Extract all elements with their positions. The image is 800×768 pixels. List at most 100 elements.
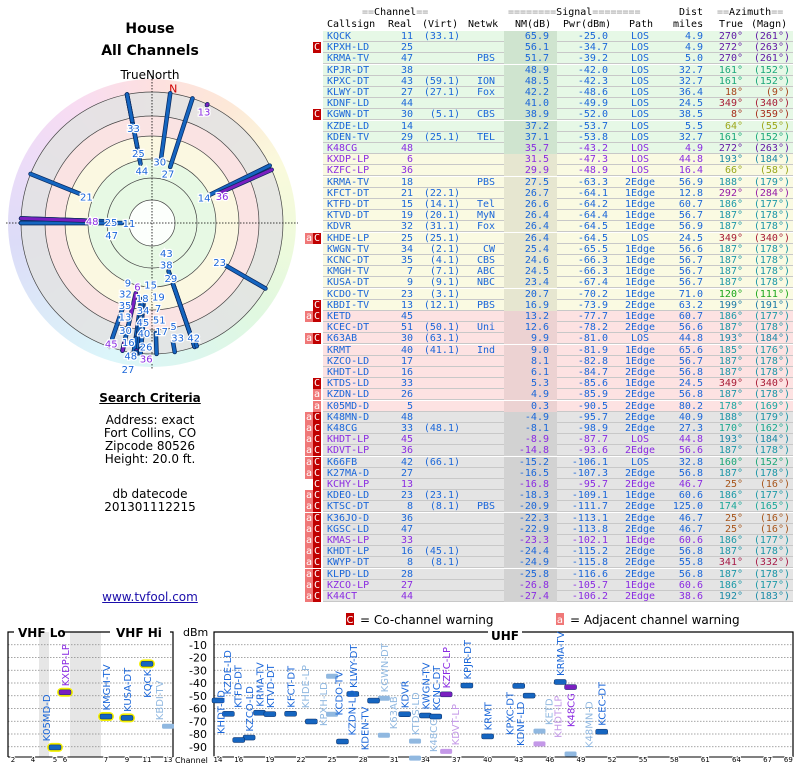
table-row[interactable]: KRMT 40 (41.1) Ind 9.0 -81.9 1Edge 65.6 185° (176… <box>323 344 793 356</box>
table-row[interactable]: K48CG 48 35.7 -43.2 LOS 4.9 272° (263°) <box>323 143 793 154</box>
table-row[interactable]: KZDN-LD 26 4.9 -85.9 2Edge 56.8 187° (178°) <box>323 389 793 401</box>
col-header-nm[interactable]: NM(dB) <box>515 19 552 30</box>
table-row[interactable]: KZFC-LP 36 29.9 -48.9 LOS 16.4 66° (58°) <box>323 165 793 177</box>
table-row[interactable]: KLWY-DT 27 (27.1) Fox 42.2 -48.6 LOS 36.4 18° (9°… <box>323 87 793 98</box>
azimuth-magnetic-cell: (183°) <box>753 591 790 602</box>
station-callsign-label: KHDT-LD <box>217 690 228 734</box>
distance-cell: 71.0 <box>678 288 703 300</box>
col-header-netwk[interactable]: Netwk <box>468 19 499 30</box>
table-row[interactable]: KTFD-DT 15 (14.1) Tel 26.6 -64.2 1Edge 60.7 186°… <box>323 199 793 210</box>
table-row[interactable]: K66FB 42 (66.1) -15.2 -106.1 LOS 32.8 160° (152°… <box>323 456 793 468</box>
noise-margin-cell: 48.5 <box>524 75 549 87</box>
table-row[interactable]: KCNC-DT 35 (4.1) CBS 24.6 -66.3 1Edge 56.7 187° (… <box>323 255 793 266</box>
co-channel-warning-badge: C <box>313 109 321 121</box>
table-row[interactable]: KRMA-TV 18 PBS 27.5 -63.3 2Edge 56.9 188° (179°) <box>323 176 793 188</box>
azimuth-magnetic-cell: (340°) <box>753 378 790 390</box>
path-cell: 1Edge <box>624 199 656 210</box>
path-cell: 2Edge <box>624 445 656 457</box>
table-row[interactable]: KXDP-LP 6 31.5 -47.3 LOS 44.8 193° (184°) <box>323 154 793 166</box>
power-cell: -64.5 <box>577 232 608 244</box>
col-header-callsign[interactable]: Callsign <box>327 19 376 30</box>
table-row[interactable]: KQCK 11 (33.1) 65.9 -25.0 LOS 4.9 270° (261°) <box>323 31 793 42</box>
table-row[interactable]: KWYP-DT 8 (8.1) -24.9 -115.8 2Edge 55.8 341° (33… <box>323 557 793 569</box>
table-row[interactable]: KUSA-DT 9 (9.1) NBC 23.4 -67.4 1Edge 56.7 187° (1… <box>323 277 793 289</box>
table-row[interactable]: KCDO-TV 23 (3.1) 20.7 -70.2 1Edge 71.0 120° (111… <box>323 288 793 300</box>
col-header-path[interactable]: Path <box>629 19 654 30</box>
noise-margin-cell: 24.5 <box>524 266 549 278</box>
distance-cell: 56.8 <box>678 389 703 401</box>
table-row[interactable]: KHDE-LP 25 (25.1) 26.4 -64.5 LOS 24.5 349° (340°… <box>323 232 793 244</box>
table-row[interactable]: KDVT-LP 36 -14.8 -93.6 2Edge 56.6 187° (178°) <box>323 445 793 457</box>
table-row[interactable]: K05MD-D 5 0.3 -90.5 2Edge 80.2 178° (169°) <box>323 400 793 412</box>
col-header-real[interactable]: Real <box>388 19 413 30</box>
table-row[interactable]: K27MA-D 27 -16.5 -107.3 2Edge 56.8 187° (178°) <box>323 467 793 479</box>
tvfool-link[interactable]: www.tvfool.com <box>102 590 198 604</box>
table-row[interactable]: KGWN-DT 30 (5.1) CBS 38.9 -52.0 LOS 38.5 8° (359°… <box>323 109 793 121</box>
table-row[interactable]: KPXH-LD 25 56.1 -34.7 LOS 4.9 272° (263°) <box>323 42 793 54</box>
co-channel-warning-badge: C <box>313 311 321 322</box>
distance-cell: 56.6 <box>678 322 703 334</box>
azimuth-true-cell: 186° <box>718 199 743 210</box>
table-row[interactable]: KGSC-LD 47 -22.9 -113.8 2Edge 46.7 25° (16°) <box>323 523 793 535</box>
table-row[interactable]: KZCO-LD 17 8.1 -82.8 1Edge 56.7 187° (178°) <box>323 355 793 367</box>
table-row[interactable]: K48CG 33 (48.1) -8.1 -98.9 2Edge 27.3 170° (162°… <box>323 423 793 434</box>
table-row[interactable]: KHDT-LP 16 (45.1) -24.4 -115.2 2Edge 56.8 187° (… <box>323 546 793 558</box>
col-header-magn[interactable]: (Magn) <box>751 19 788 30</box>
table-row[interactable]: KTSC-DT 8 (8.1) PBS -20.9 -111.7 2Edge 125.0 174… <box>323 501 793 513</box>
table-row[interactable]: KTDS-LD 33 5.3 -85.6 1Edge 24.5 349° (340°) <box>323 378 793 390</box>
azimuth-magnetic-cell: (152°) <box>753 131 790 143</box>
noise-margin-cell: -22.3 <box>518 512 549 524</box>
table-row[interactable]: KZCO-LP 27 -26.8 -105.7 1Edge 60.6 186° (177°) <box>323 579 793 591</box>
table-row[interactable]: KZDE-LD 14 37.2 -53.7 LOS 5.5 64° (55°) <box>323 120 793 132</box>
table-row[interactable]: KLPD-LD 28 -25.8 -116.6 2Edge 56.8 187° (178°) <box>323 568 793 580</box>
real-channel-cell: 16 <box>400 367 413 378</box>
table-row[interactable]: KDVR 32 (31.1) Fox 26.4 -64.5 1Edge 56.9 187° (17… <box>323 221 793 233</box>
table-row[interactable]: KPJR-DT 38 48.9 -42.0 LOS 32.7 161° (152°) <box>323 64 793 76</box>
table-row[interactable]: KPXC-DT 43 (59.1) ION 48.5 -42.3 LOS 32.7 161° (1… <box>323 75 793 87</box>
channel-tick-label: 43 <box>514 756 523 764</box>
table-row[interactable]: KMAS-LP 33 -23.3 -102.1 1Edge 60.6 186° (177°) <box>323 535 793 546</box>
real-channel-cell: 36 <box>400 165 413 177</box>
table-row[interactable]: KWGN-TV 34 (2.1) CW 25.4 -65.5 1Edge 56.6 187° (1… <box>323 243 793 255</box>
table-row[interactable]: KCHY-LP 13 -16.8 -95.7 2Edge 46.7 25° (16°) <box>323 479 793 490</box>
table-row[interactable]: KHDT-LP 45 -8.9 -87.7 LOS 44.8 193° (184°) <box>323 434 793 446</box>
station-callsign-label: KMGH-TV <box>102 664 113 710</box>
table-row[interactable]: KBDI-TV 13 (12.1) PBS 16.9 -73.9 2Edge 63.2 199°… <box>323 299 793 311</box>
power-cell: -90.5 <box>577 400 608 412</box>
power-cell: -43.2 <box>577 143 608 154</box>
table-row[interactable]: KDNF-LD 44 41.0 -49.9 LOS 24.5 349° (340°) <box>323 98 793 110</box>
power-cell: -105.7 <box>571 579 608 591</box>
adjacent-channel-warning-badge: a <box>313 400 321 412</box>
table-row[interactable]: KTVD-DT 19 (20.1) MyN 26.4 -64.4 1Edge 56.7 187°… <box>323 210 793 222</box>
nm-column-shade <box>504 165 557 177</box>
col-header-virt[interactable]: (Virt) <box>422 19 459 30</box>
table-row[interactable]: KCEC-DT 51 (50.1) Uni 12.6 -78.2 2Edge 56.6 187°… <box>323 322 793 334</box>
group-header-azimuth: ==Azimuth== <box>717 7 784 18</box>
table-row[interactable]: K44CT 44 -27.4 -106.2 2Edge 38.6 192° (183°) <box>323 591 793 602</box>
noise-margin-cell: 65.9 <box>524 31 549 42</box>
virtual-channel-cell: (66.1) <box>423 456 460 468</box>
station-channel-label: 48 <box>124 351 137 362</box>
table-row[interactable]: K48MN-D 48 -4.9 -95.7 2Edge 40.9 188° (179°) <box>323 411 793 423</box>
azimuth-magnetic-cell: (263°) <box>753 42 790 54</box>
station-callsign-label: KRMA-TV <box>255 662 266 707</box>
signal-marker <box>398 711 411 717</box>
col-header-true[interactable]: True <box>719 19 744 30</box>
station-channel-label: 44 <box>135 167 148 178</box>
table-row[interactable]: KDEN-TV 29 (25.1) TEL 37.1 -53.8 LOS 32.7 161° (1… <box>323 131 793 143</box>
col-header-pwr[interactable]: Pwr(dBm) <box>563 19 612 30</box>
table-row[interactable]: K63AB 30 (63.1) 9.9 -81.0 LOS 44.8 193° (184°) <box>323 333 793 345</box>
azimuth-true-cell: 64° <box>724 120 743 132</box>
nm-column-shade <box>504 75 557 87</box>
table-row[interactable]: KHDT-LD 16 6.1 -84.7 2Edge 56.8 187° (178°) <box>323 367 793 378</box>
table-row[interactable]: KRMA-TV 47 PBS 51.7 -39.2 LOS 5.0 270° (261°) <box>323 53 793 65</box>
table-row[interactable]: KFCT-DT 21 (22.1) 26.7 -64.1 1Edge 12.8 292° (28… <box>323 187 793 199</box>
table-row[interactable]: KDEO-LD 23 (23.1) -18.3 -109.1 1Edge 60.6 186° (… <box>323 490 793 502</box>
signal-marker <box>533 728 546 734</box>
table-row[interactable]: K36JO-D 36 -22.3 -113.1 2Edge 46.7 25° (16°) <box>323 512 793 524</box>
table-row[interactable]: KMGH-TV 7 (7.1) ABC 24.5 -66.3 1Edge 56.7 187° (1… <box>323 266 793 278</box>
azimuth-magnetic-cell: (191°) <box>753 299 790 311</box>
col-header-miles[interactable]: miles <box>673 19 704 30</box>
table-row[interactable]: KETD 45 13.2 -77.7 1Edge 60.7 186° (177°) <box>323 311 793 322</box>
station-channel-label: 9 <box>125 278 131 289</box>
